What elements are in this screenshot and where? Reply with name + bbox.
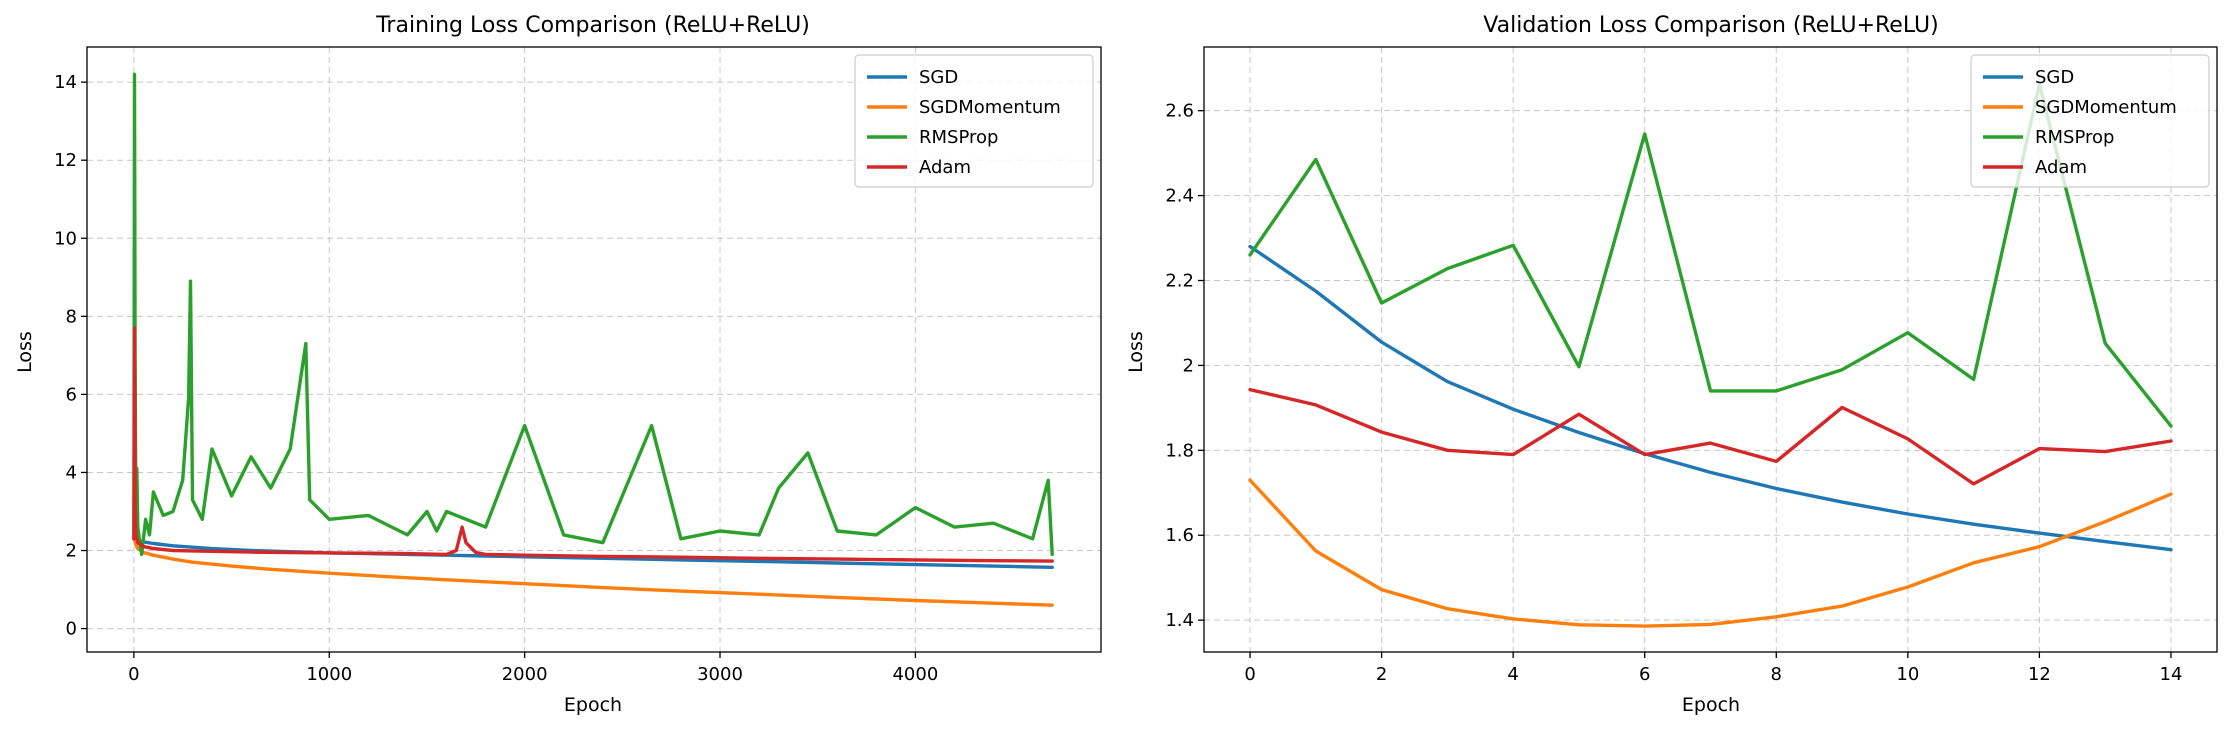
legend-label: SGDMomentum <box>919 97 1061 118</box>
grid-lines <box>87 47 1101 652</box>
y-tick-label: 12 <box>54 150 77 171</box>
ticks: 0 1000 2000 3000 4000 0 2 4 6 8 10 12 14 <box>54 72 938 685</box>
y-tick-label: 2.4 <box>1165 186 1194 207</box>
x-axis-label: Epoch <box>1682 694 1740 716</box>
validation-loss-chart: Validation Loss Comparison (ReLU+ReLU) E… <box>1125 13 2218 716</box>
x-tick-label: 6 <box>1639 664 1650 685</box>
y-tick-label: 0 <box>66 619 77 640</box>
series-line-sgd <box>1248 244 2173 552</box>
legend-box <box>854 54 1094 188</box>
y-tick-label: 1.4 <box>1165 610 1194 631</box>
legend-label: RMSProp <box>919 127 998 148</box>
y-tick-label: 2.2 <box>1165 271 1194 292</box>
y-axis-label: Loss <box>14 331 36 373</box>
x-tick-label: 10 <box>1896 664 1919 685</box>
legend-label: Adam <box>919 157 971 178</box>
series-line-rmsprop <box>132 72 1054 557</box>
chart-title: Validation Loss Comparison (ReLU+ReLU) <box>1483 13 1938 38</box>
y-tick-label: 2 <box>1183 355 1194 376</box>
y-tick-label: 8 <box>66 306 77 327</box>
x-axis-label: Epoch <box>564 694 622 716</box>
legend-box <box>1970 54 2210 188</box>
series-group <box>132 72 1054 607</box>
plot-frame <box>1203 46 2218 653</box>
x-tick-label: 0 <box>128 664 139 685</box>
y-tick-label: 4 <box>66 462 77 483</box>
y-tick-label: 10 <box>54 228 77 249</box>
x-tick-label: 4000 <box>892 664 938 685</box>
y-tick-label: 1.8 <box>1165 440 1194 461</box>
series-line-adam <box>132 326 1054 563</box>
training-loss-chart: Training Loss Comparison (ReLU+ReLU) Epo… <box>14 13 1102 716</box>
y-tick-label: 1.6 <box>1165 525 1194 546</box>
legend-label: SGDMomentum <box>2035 97 2177 118</box>
legend-label: Adam <box>2035 157 2087 178</box>
x-tick-label: 14 <box>2160 664 2183 685</box>
legend: SGD SGDMomentum RMSProp Adam <box>1970 54 2210 188</box>
x-tick-label: 0 <box>1244 664 1255 685</box>
series-line-sgdmomentum <box>132 537 1054 607</box>
x-tick-label: 2000 <box>502 664 548 685</box>
x-tick-label: 12 <box>2028 664 2051 685</box>
legend: SGD SGDMomentum RMSProp Adam <box>854 54 1094 188</box>
legend-label: RMSProp <box>2035 127 2114 148</box>
x-tick-label: 3000 <box>697 664 743 685</box>
series-line-adam <box>1248 387 2173 486</box>
legend-label: SGD <box>919 67 958 88</box>
series-line-sgdmomentum <box>1248 478 2173 628</box>
legend-label: SGD <box>2035 67 2074 88</box>
plot-frame <box>86 46 1102 653</box>
ticks: 0 2 4 6 8 10 12 14 1.4 1.6 1.8 2 2.2 2.4 2.6 <box>1165 101 2182 685</box>
y-axis-label: Loss <box>1125 331 1147 373</box>
y-tick-label: 6 <box>66 384 77 405</box>
y-tick-label: 2 <box>66 541 77 562</box>
x-tick-label: 2 <box>1376 664 1387 685</box>
y-tick-label: 2.6 <box>1165 101 1194 122</box>
x-tick-label: 1000 <box>306 664 352 685</box>
y-tick-label: 14 <box>54 72 77 93</box>
x-tick-label: 4 <box>1507 664 1518 685</box>
chart-title: Training Loss Comparison (ReLU+ReLU) <box>375 13 810 38</box>
x-tick-label: 8 <box>1771 664 1782 685</box>
